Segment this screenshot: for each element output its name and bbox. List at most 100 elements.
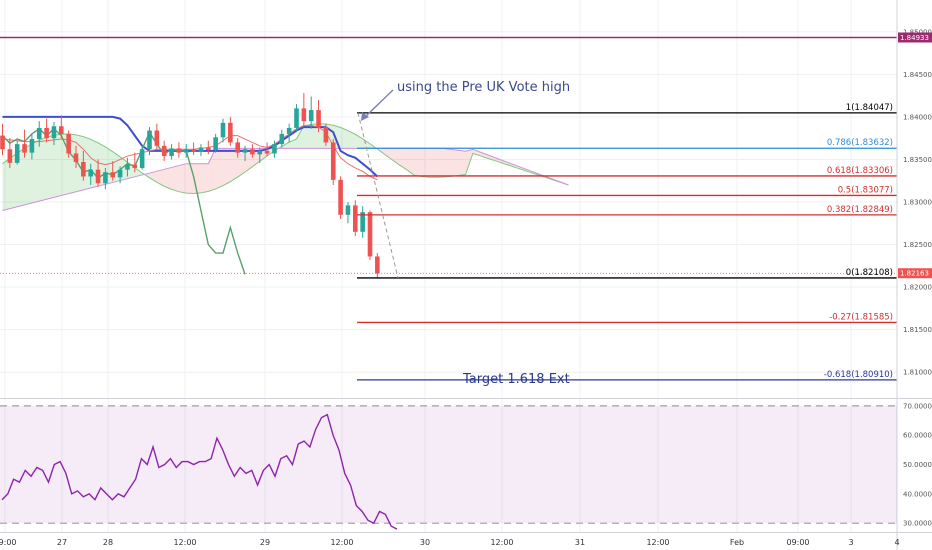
- cloud-segment: [480, 152, 488, 159]
- candle-body: [176, 148, 182, 153]
- cloud-segment: [39, 137, 47, 202]
- time-tick-label: 31: [575, 538, 585, 547]
- candle-body: [213, 137, 218, 151]
- kijun-line: [2, 115, 379, 178]
- candle-body: [294, 108, 299, 128]
- fib-level-label: 0(1.82108): [846, 268, 893, 278]
- price-tick-label: 1.82000: [903, 284, 932, 292]
- time-tick-label: 09:00: [0, 538, 17, 547]
- ichimoku-cloud: [2, 123, 569, 211]
- candle-body: [110, 172, 116, 178]
- rsi-tick-label: 30.0000: [903, 520, 932, 528]
- annotation-text: using the Pre UK Vote high: [397, 80, 570, 95]
- candle-body: [360, 212, 365, 232]
- candle-body: [264, 150, 270, 154]
- cloud-segment: [399, 148, 407, 170]
- candle-body: [257, 150, 263, 155]
- cloud-segment: [76, 134, 84, 192]
- candle-body: [29, 139, 35, 153]
- grid: [0, 0, 898, 532]
- cloud-segment: [487, 154, 495, 161]
- price-tick-label: 1.81000: [903, 369, 932, 377]
- cloud-segment: [83, 136, 91, 190]
- rsi-band-fill: [0, 405, 897, 524]
- cloud-segment: [17, 148, 25, 207]
- cloud-segment: [2, 158, 10, 211]
- cloud-segment: [384, 148, 393, 160]
- candle-body: [191, 149, 196, 152]
- cloud-segment: [223, 148, 231, 186]
- cloud-segment: [208, 148, 216, 192]
- candle-body: [353, 205, 358, 232]
- candle-body: [95, 169, 101, 184]
- cloud-segment: [443, 148, 451, 177]
- rsi-tick-label: 60.0000: [903, 432, 932, 440]
- candle-body: [51, 126, 57, 139]
- candle-body: [103, 172, 108, 184]
- cloud-segment: [311, 123, 319, 149]
- cloud-segment: [9, 153, 18, 209]
- cloud-segment: [296, 126, 304, 149]
- candle-body: [66, 133, 71, 154]
- candle-body: [44, 127, 49, 139]
- cloud-segment: [186, 163, 194, 194]
- cloud-segment: [24, 143, 32, 205]
- candle-body: [375, 256, 380, 274]
- candle-body: [323, 127, 329, 143]
- candle-body: [22, 144, 27, 153]
- tenkan-line: [2, 124, 378, 181]
- fib-level-label: 0.786(1.83632): [827, 138, 893, 148]
- price-tick-label: 1.82500: [903, 241, 932, 249]
- fib-level-label: -0.618(1.80910): [824, 370, 893, 380]
- cloud-segment: [156, 169, 165, 187]
- cloud-segment: [421, 148, 429, 178]
- candle-body: [250, 149, 255, 155]
- candle-body: [7, 149, 13, 163]
- candle-body: [117, 169, 123, 178]
- senkou-span-a: [2, 123, 569, 194]
- last-price-tag: [898, 268, 932, 279]
- fib-level-label: 0.382(1.82849): [827, 205, 893, 215]
- cloud-segment: [289, 138, 297, 149]
- senkou-span-b: [2, 147, 569, 211]
- time-tick-label: Feb: [730, 538, 744, 547]
- price-tick-label: 1.85000: [903, 28, 932, 36]
- time-tick-label: 12:00: [173, 538, 196, 547]
- candle-body: [367, 212, 373, 257]
- cloud-segment: [428, 148, 437, 178]
- cloud-segment: [134, 167, 143, 177]
- candle-body: [228, 122, 233, 143]
- fibonacci-levels: 1(1.84047) 0.786(1.83632) 0.618(1.83306) 0.…: [357, 103, 897, 381]
- cloud-segment: [31, 140, 40, 204]
- cloud-segment: [502, 160, 510, 166]
- candle-body: [220, 122, 226, 138]
- candle-body: [132, 164, 138, 168]
- fib-level-label: 0.618(1.83306): [827, 166, 893, 176]
- fib-level-label: 0.5(1.83077): [838, 185, 893, 195]
- cloud-segment: [414, 148, 422, 177]
- price-tick-label: 1.83500: [903, 156, 932, 164]
- time-tick-label: 09:00: [786, 538, 809, 547]
- rsi-panel: 70.0000 60.0000 50.0000 40.0000 30.0000: [0, 402, 932, 530]
- candlesticks: [0, 93, 380, 279]
- candle-body: [147, 130, 152, 150]
- candle-body: [345, 205, 351, 215]
- candle-body: [286, 127, 292, 134]
- cloud-segment: [149, 171, 157, 183]
- candle-body: [154, 130, 160, 146]
- fib-trend-line: [357, 112, 399, 279]
- candle-body: [330, 142, 336, 180]
- price-tick-label: 1.84500: [903, 71, 932, 79]
- candle-body: [301, 108, 307, 122]
- time-tick-label: 12:00: [330, 538, 353, 547]
- last-price-tag-text: 1.82163: [900, 270, 929, 278]
- time-tick-label: 29: [260, 538, 270, 547]
- candle-body: [139, 149, 145, 168]
- key-level-tag-text: 1.84933: [900, 34, 929, 42]
- time-tick-label: 4: [894, 538, 899, 547]
- candle-body: [125, 164, 130, 170]
- cloud-segment: [230, 148, 238, 182]
